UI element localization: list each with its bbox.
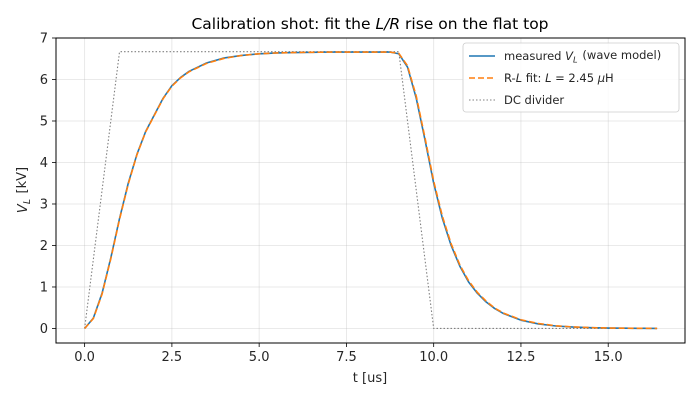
x-tick-label: 10.0 — [419, 350, 448, 365]
y-tick-label: 5 — [40, 114, 48, 129]
x-axis: 0.0 2.5 5.0 7.5 10.0 12.5 15.0 — [74, 343, 623, 365]
y-tick-label: 2 — [40, 239, 48, 254]
x-tick-label: 5.0 — [249, 350, 270, 365]
y-axis: 0 1 2 3 4 5 6 7 — [40, 32, 56, 337]
x-tick-label: 15.0 — [594, 350, 623, 365]
series-layer — [84, 51, 658, 330]
legend-label: DC divider — [504, 93, 564, 107]
x-tick-label: 0.0 — [74, 350, 95, 365]
y-tick-label: 3 — [40, 197, 48, 212]
y-tick-label: 1 — [40, 280, 48, 295]
y-tick-label: 4 — [40, 156, 48, 171]
x-tick-label: 12.5 — [506, 350, 535, 365]
y-tick-label: 7 — [40, 32, 48, 47]
plot-frame — [55, 37, 686, 344]
y-tick-label: 0 — [40, 322, 48, 337]
legend: measured VL (wave model) R-L fit: L = 2.4… — [462, 42, 680, 113]
x-axis-label: t [us] — [353, 371, 387, 386]
legend-label: R-L fit: L = 2.45 μH — [504, 71, 614, 85]
legend-frame — [462, 42, 680, 113]
y-axis-label: VL [kV] — [15, 167, 33, 213]
x-tick-label: 2.5 — [162, 350, 183, 365]
series-line-2 — [84, 51, 658, 330]
x-tick-label: 7.5 — [336, 350, 357, 365]
series-line-1 — [84, 51, 658, 330]
y-tick-label: 6 — [40, 73, 48, 88]
legend-label: measured VL (wave model) — [504, 48, 661, 64]
chart-title: Calibration shot: fit the L/R rise on th… — [191, 15, 548, 33]
